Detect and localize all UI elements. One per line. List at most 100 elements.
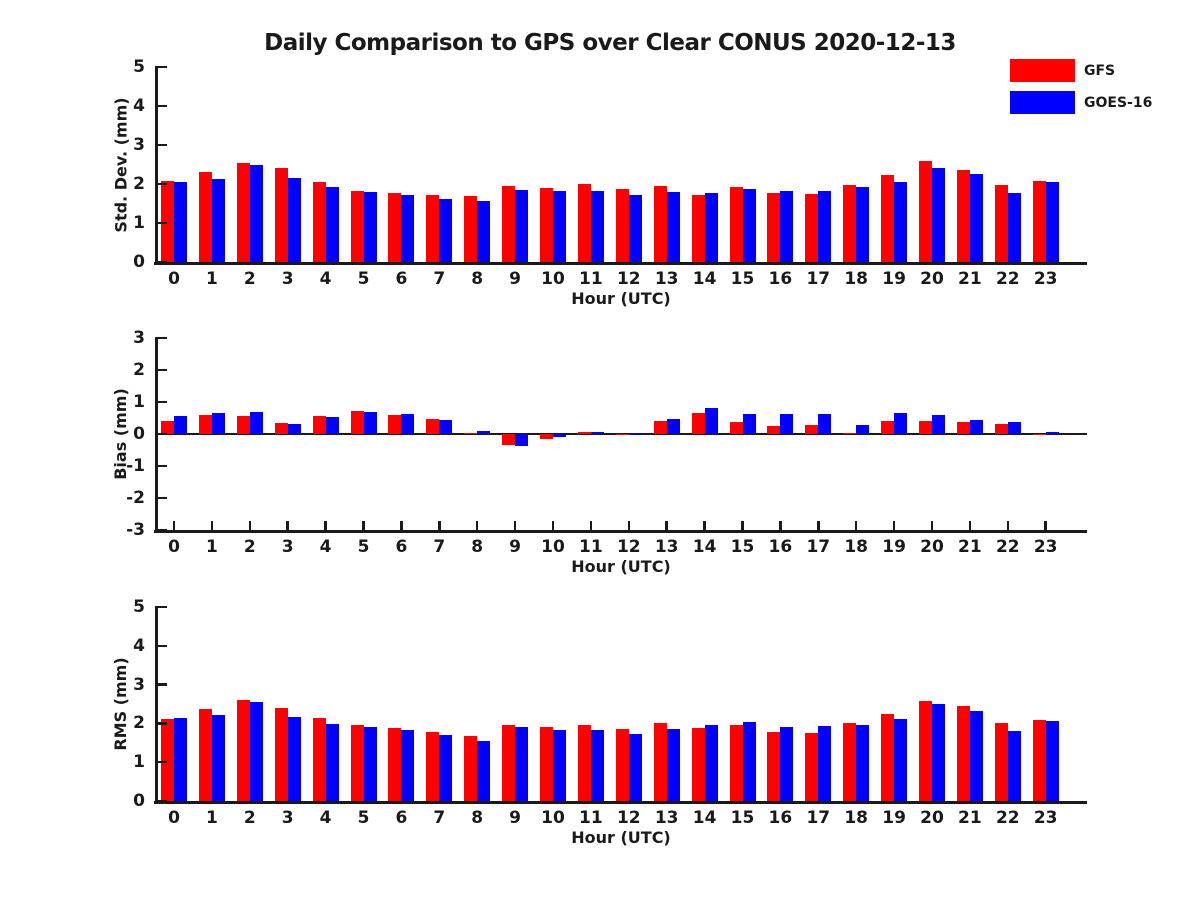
x-tick-label: 2 [243, 537, 256, 557]
bar-gfs-hour-1 [198, 172, 212, 262]
bar-gfs-hour-20 [919, 421, 932, 434]
legend-label-goes16: GOES-16 [1084, 94, 1153, 111]
x-tick-label: 8 [471, 269, 484, 289]
x-tick-label: 19 [882, 537, 906, 557]
bar-goes-16-hour-18 [856, 186, 870, 262]
x-tick-label: 23 [1033, 269, 1058, 289]
x-tick-label: 0 [168, 808, 180, 828]
x-tick-label: 15 [730, 808, 755, 828]
bar-gfs-hour-19 [881, 175, 895, 262]
x-tick-label: 6 [395, 269, 408, 289]
y-tick-label: 0 [133, 424, 145, 444]
y-tick [157, 336, 167, 340]
bar-goes-16-hour-5 [363, 411, 377, 434]
bar-goes-16-hour-13 [666, 729, 680, 801]
x-tick-label: 17 [806, 269, 831, 289]
bar-goes-16-hour-23 [1045, 432, 1059, 434]
bar-gfs-hour-17 [805, 425, 819, 434]
y-tick [157, 528, 167, 532]
x-tick-label: 21 [958, 537, 982, 557]
bar-gfs-hour-13 [653, 723, 667, 801]
bar-goes-16-hour-9 [515, 727, 529, 801]
y-axis [155, 606, 158, 804]
bar-goes-16-hour-7 [439, 198, 453, 262]
bar-gfs-hour-2 [236, 700, 250, 801]
bar-gfs-hour-1 [198, 415, 212, 434]
bar-goes-16-hour-13 [666, 191, 680, 262]
bar-gfs-hour-10 [540, 727, 553, 801]
x-tick-label: 5 [357, 808, 370, 828]
x-tick-label: 1 [205, 537, 218, 557]
bar-gfs-hour-9 [502, 434, 516, 446]
x-tick-label: 22 [995, 808, 1020, 828]
x-tick-label: 14 [692, 808, 717, 828]
bar-gfs-hour-9 [502, 185, 516, 262]
y-tick [157, 104, 167, 108]
y-tick-label: 3 [133, 328, 145, 348]
bar-gfs-hour-1 [198, 709, 212, 801]
y-tick [157, 683, 167, 686]
x-tick [589, 521, 593, 530]
bar-goes-16-hour-9 [515, 189, 529, 262]
bar-goes-16-hour-2 [249, 165, 263, 262]
y-tick-label: 2 [133, 713, 145, 734]
bar-goes-16-hour-20 [932, 414, 945, 434]
x-tick-label: 3 [281, 808, 294, 828]
x-tick-label: 4 [319, 537, 332, 557]
x-tick-label: 20 [920, 537, 944, 557]
bar-gfs-hour-15 [729, 422, 743, 434]
y-tick-label: -2 [126, 488, 145, 508]
bar-goes-16-hour-4 [325, 187, 339, 262]
bar-gfs-hour-14 [691, 412, 705, 434]
bar-goes-16-hour-14 [704, 193, 718, 262]
bar-goes-16-hour-16 [780, 414, 794, 434]
x-tick-label: 7 [433, 537, 446, 557]
bar-goes-16-hour-3 [287, 716, 301, 801]
x-tick-label: 12 [616, 537, 641, 557]
bar-goes-16-hour-11 [590, 191, 604, 262]
x-tick-label: 1 [205, 808, 218, 828]
x-tick-label: 11 [579, 808, 603, 828]
x-tick-label: 17 [806, 537, 831, 557]
bar-goes-16-hour-9 [515, 434, 529, 446]
x-tick-label: 0 [168, 269, 180, 289]
x-axis [154, 801, 1087, 804]
bar-goes-16-hour-23 [1045, 720, 1059, 801]
y-tick-label: 2 [133, 360, 145, 380]
bar-gfs-hour-2 [236, 162, 250, 262]
bar-goes-16-hour-2 [249, 701, 263, 801]
x-tick-label: 14 [692, 537, 717, 557]
x-tick-label: 7 [433, 808, 446, 828]
bar-goes-16-hour-6 [401, 194, 415, 262]
y-tick-label: -1 [126, 456, 145, 476]
y-tick-label: 5 [133, 597, 145, 617]
x-tick-label: 21 [958, 269, 982, 289]
bar-gfs-hour-4 [312, 416, 326, 434]
bar-goes-16-hour-12 [628, 194, 642, 262]
x-axis [154, 262, 1087, 265]
bar-goes-16-hour-21 [969, 173, 983, 262]
bar-goes-16-hour-0 [174, 718, 187, 801]
bar-gfs-hour-7 [426, 418, 440, 434]
x-tick [248, 521, 252, 530]
y-tick-label: 2 [133, 174, 145, 194]
bar-gfs-hour-7 [426, 194, 440, 262]
bar-goes-16-hour-18 [856, 425, 870, 434]
bar-goes-16-hour-0 [174, 182, 187, 262]
bar-gfs-hour-21 [956, 169, 970, 262]
x-axis-title: Hour (UTC) [571, 289, 671, 308]
bar-gfs-hour-19 [881, 714, 895, 801]
bar-goes-16-hour-20 [932, 167, 945, 262]
y-axis-title: Std. Dev. (mm) [111, 96, 130, 233]
y-axis [155, 66, 158, 265]
bar-goes-16-hour-15 [742, 722, 756, 801]
bar-gfs-hour-3 [274, 423, 288, 434]
x-tick-label: 5 [357, 537, 370, 557]
gfs-color-swatch [1010, 59, 1075, 82]
bar-goes-16-hour-11 [590, 432, 604, 434]
bar-goes-16-hour-6 [401, 414, 415, 434]
x-tick-label: 20 [920, 269, 944, 289]
x-tick-label: 10 [541, 269, 565, 289]
y-tick-label: 0 [133, 252, 145, 272]
